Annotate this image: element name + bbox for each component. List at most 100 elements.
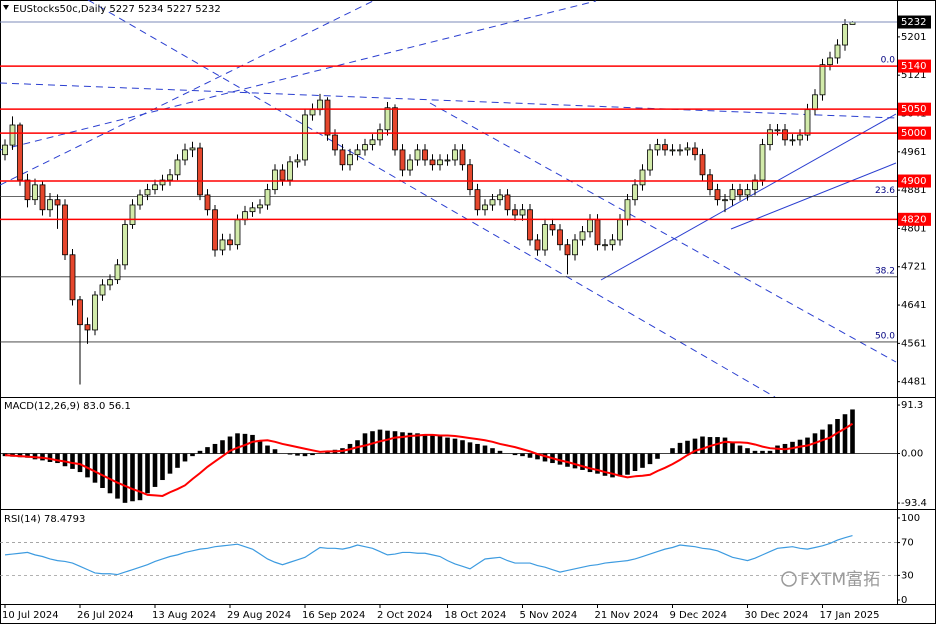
- candle-body: [624, 199, 631, 221]
- x-tick-label: 26 Jul 2024: [77, 610, 134, 621]
- level-box: [898, 102, 931, 116]
- macd-bar: [167, 453, 173, 474]
- candle-body: [339, 149, 346, 166]
- candle-body: [99, 284, 106, 296]
- candle-body: [572, 239, 578, 256]
- macd-bar: [535, 453, 540, 460]
- candle-body: [474, 189, 481, 211]
- y-tick-label: 4721: [901, 262, 926, 273]
- macd-bar: [392, 431, 398, 454]
- candle-body: [122, 224, 128, 266]
- trend-line: [0, 82, 897, 119]
- candle-body: [257, 204, 263, 209]
- macd-bar: [685, 440, 690, 454]
- candle-body: [272, 169, 278, 191]
- macd-bar: [415, 433, 420, 454]
- macd-bar: [145, 453, 150, 494]
- macd-bar: [175, 453, 180, 468]
- candle-body: [189, 147, 196, 151]
- candle-body: [414, 149, 421, 161]
- candle-body: [399, 149, 406, 171]
- macd-bar: [467, 442, 473, 454]
- level-label: 4820: [901, 214, 926, 225]
- candle-body: [9, 124, 16, 146]
- macd-bar: [647, 453, 653, 465]
- candle-body: [369, 139, 376, 146]
- macd-bar: [190, 453, 195, 457]
- candle-body: [84, 324, 91, 331]
- macd-bar: [310, 453, 315, 456]
- candle-body: [107, 279, 113, 286]
- candle-body: [542, 224, 548, 251]
- macd-bar: [302, 453, 308, 457]
- macd-bar: [422, 434, 428, 454]
- candle-body: [24, 179, 31, 201]
- macd-bar: [2, 453, 8, 457]
- macd-bar: [460, 440, 465, 454]
- candle-body: [324, 99, 331, 136]
- macd-bar: [557, 453, 563, 465]
- candle-body: [797, 134, 803, 141]
- candle-body: [182, 149, 188, 161]
- macd-bar: [325, 451, 330, 454]
- candle-body: [767, 129, 773, 146]
- macd-bar: [430, 434, 435, 454]
- candle-body: [429, 159, 436, 166]
- level-label: 5050: [901, 104, 926, 115]
- level-box: [898, 174, 931, 188]
- x-tick-label: 9 Dec 2024: [670, 610, 728, 621]
- x-tick-label: 30 Dec 2024: [745, 610, 809, 621]
- macd-bar: [737, 445, 743, 454]
- watermark-logo: [781, 571, 797, 587]
- macd-bar: [632, 453, 638, 472]
- macd-bar: [212, 443, 218, 454]
- candle-body: [549, 224, 556, 231]
- candle-body: [759, 144, 766, 181]
- fib-label: 50.0: [875, 331, 895, 341]
- candle-body: [317, 99, 323, 111]
- candle-body: [617, 219, 623, 241]
- candle-body: [2, 144, 8, 156]
- macd-bar: [250, 434, 255, 454]
- candle-body: [407, 159, 413, 171]
- candle-body: [737, 189, 743, 196]
- candle-body: [309, 109, 316, 116]
- signal-line: [4, 422, 854, 497]
- candle-body: [197, 147, 203, 196]
- macd-bar: [580, 453, 585, 470]
- macd-bar: [295, 453, 300, 456]
- macd-bar: [835, 419, 840, 454]
- macd-bar: [677, 442, 683, 454]
- candle-body: [129, 204, 136, 225]
- y-tick-label: 5121: [901, 70, 926, 81]
- macd-title: MACD(12,26,9) 83.0 56.1: [4, 401, 131, 412]
- candle-body: [227, 239, 233, 246]
- candle-body: [302, 114, 308, 161]
- candle-body: [234, 219, 241, 246]
- candle-body: [144, 189, 151, 196]
- candle-body: [774, 129, 781, 132]
- candle-body: [332, 134, 338, 151]
- candle-body: [684, 147, 691, 151]
- candle-body: [167, 174, 173, 181]
- macd-bar: [602, 453, 608, 476]
- candle-body: [152, 184, 158, 191]
- x-tick-label: 2 Oct 2024: [377, 610, 432, 621]
- macd-bar: [565, 453, 570, 467]
- macd-bar: [85, 453, 90, 478]
- macd-bar: [490, 448, 495, 454]
- candle-body: [39, 184, 46, 211]
- macd-bar: [107, 453, 113, 494]
- fib-label: 0.0: [881, 56, 896, 66]
- candle-body: [32, 184, 38, 201]
- macd-bar: [512, 453, 518, 456]
- macd-bar: [752, 450, 758, 454]
- macd-bar: [70, 453, 75, 469]
- candle-body: [422, 149, 428, 161]
- candle-body: [729, 189, 736, 201]
- candle-body: [444, 159, 451, 162]
- macd-bar: [745, 448, 750, 454]
- candle-body: [114, 264, 121, 281]
- candle-body: [842, 24, 848, 46]
- candle-body: [834, 44, 841, 59]
